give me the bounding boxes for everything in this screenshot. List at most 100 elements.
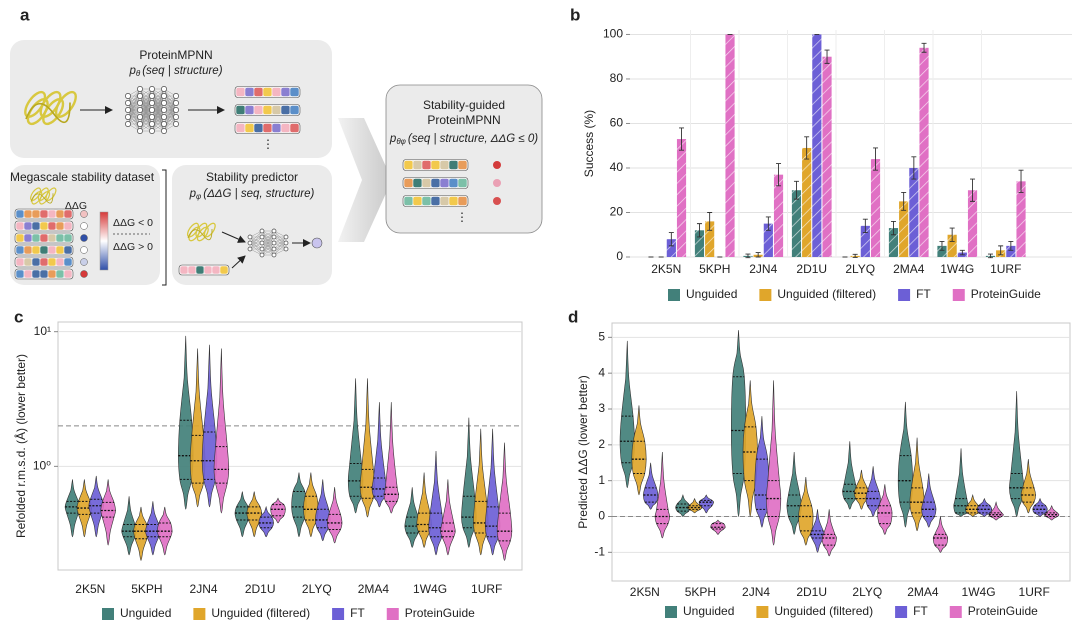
sequence-outline xyxy=(14,256,74,268)
x-tick-label: 2LYQ xyxy=(302,582,332,596)
residue xyxy=(63,257,73,267)
nn-node xyxy=(137,121,143,127)
nn-node xyxy=(149,86,155,92)
nn-edge xyxy=(163,102,177,132)
f-rest: (seq | structure, ΔΔG ≤ 0) xyxy=(408,133,538,145)
violin-body xyxy=(754,416,770,528)
residue xyxy=(421,196,432,206)
error-bar xyxy=(1018,169,1024,193)
x-tick-label: 2MA4 xyxy=(893,262,925,276)
y-axis-label: Success (%) xyxy=(582,110,596,177)
ddg-colorbar xyxy=(99,211,109,271)
nn-node xyxy=(271,252,277,258)
violin-body xyxy=(133,506,149,561)
violin-body xyxy=(698,494,714,514)
violin-body xyxy=(730,330,747,517)
panel-label: a xyxy=(20,5,30,24)
error-bar xyxy=(949,227,955,242)
x-tick-label: 1URF xyxy=(471,582,502,596)
nn-edge xyxy=(127,109,141,125)
residue xyxy=(55,269,65,279)
residue xyxy=(63,209,73,219)
nn-edge xyxy=(261,230,275,250)
nn-edge xyxy=(139,88,153,104)
residue xyxy=(271,87,282,97)
legend-label: FT xyxy=(913,604,928,618)
residue xyxy=(235,123,246,133)
residue xyxy=(403,178,414,188)
residue xyxy=(63,245,73,255)
chart-bar: b 0 20 40 60 80 100 Success (%) 2K5N 5KPH 2JN4 2D1U… xyxy=(570,5,1072,301)
error-bar xyxy=(873,147,879,171)
x-tick-label: 2D1U xyxy=(796,585,827,599)
residue xyxy=(421,160,432,170)
violin-body xyxy=(1020,459,1036,514)
residue xyxy=(187,265,197,275)
x-tick-label: 1URF xyxy=(990,262,1021,276)
x-tick-label: 5KPH xyxy=(685,585,716,599)
nn-node xyxy=(283,234,289,240)
nn-edge xyxy=(273,236,287,256)
error-bar xyxy=(804,136,810,160)
residue xyxy=(15,209,25,219)
violin-body xyxy=(798,477,814,546)
y-axis-label: Refolded r.m.s.d. (Å) (lower better) xyxy=(13,354,28,538)
y-tick-label: 2 xyxy=(598,437,605,451)
residue xyxy=(47,233,57,243)
error-bar xyxy=(707,212,713,231)
legend-label: FT xyxy=(350,606,365,620)
error-bar xyxy=(852,253,858,258)
residue xyxy=(31,269,41,279)
sequence-outline xyxy=(14,268,74,280)
guided-title: Stability-guided xyxy=(423,98,505,112)
residue xyxy=(47,245,57,255)
nn-node xyxy=(173,121,179,127)
y-tick-label: 0 xyxy=(598,509,605,523)
y-tick-label: 60 xyxy=(610,116,624,130)
nn-edge xyxy=(127,95,141,125)
y-tick-label: 5 xyxy=(598,330,605,344)
f-sub: φ xyxy=(196,192,201,201)
residue xyxy=(289,105,300,115)
residue xyxy=(55,233,65,243)
error-bar xyxy=(987,253,993,259)
legend-label: Unguided (filtered) xyxy=(777,287,876,301)
y-tick-label: 10⁰ xyxy=(33,459,51,473)
nn-node xyxy=(137,93,143,99)
legend-swatch xyxy=(898,289,911,301)
bar xyxy=(705,221,715,257)
residue xyxy=(47,269,57,279)
nn-node xyxy=(149,100,155,106)
residue xyxy=(244,123,255,133)
y-tick-label: 3 xyxy=(598,401,605,415)
bar xyxy=(947,234,957,257)
protein-coil xyxy=(187,228,213,241)
f-p: p xyxy=(128,65,136,77)
nn-edge xyxy=(249,236,263,250)
residue xyxy=(47,209,57,219)
violin-body xyxy=(428,450,444,556)
nn-edge xyxy=(261,230,275,244)
x-tick-label: 2MA4 xyxy=(358,582,390,596)
nn-node xyxy=(259,240,265,246)
nn-edge xyxy=(273,236,287,250)
nn-edge xyxy=(151,102,165,132)
plot-frame xyxy=(57,321,523,571)
error-bar xyxy=(890,220,896,236)
residue xyxy=(23,233,33,243)
nn-node xyxy=(161,121,167,127)
violin-body xyxy=(213,348,230,514)
ddg-dot xyxy=(80,246,88,254)
nn-node xyxy=(125,114,131,120)
bar xyxy=(1006,245,1016,257)
nn-node xyxy=(173,93,179,99)
legend-swatch xyxy=(386,608,399,620)
x-tick-label: 2D1U xyxy=(245,582,276,596)
guided-title: ProteinMPNN xyxy=(427,113,500,127)
big-arrow xyxy=(338,118,392,242)
violin-body xyxy=(921,473,937,528)
residue xyxy=(23,269,33,279)
y-tick-label: -1 xyxy=(594,545,605,559)
sequence-outline xyxy=(14,220,74,232)
